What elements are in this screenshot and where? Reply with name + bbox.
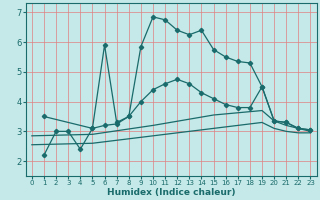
X-axis label: Humidex (Indice chaleur): Humidex (Indice chaleur) [107, 188, 236, 197]
